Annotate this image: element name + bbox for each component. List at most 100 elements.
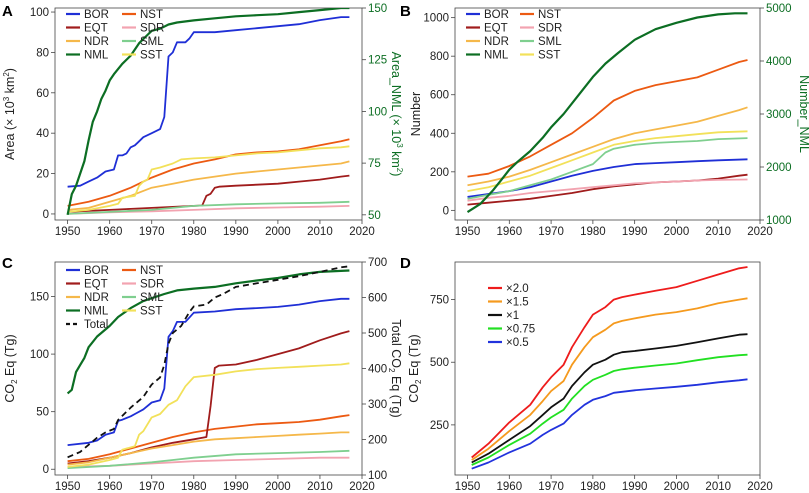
legend: BOR NST EQT SDR NDR SML NML SST: [466, 9, 562, 62]
x-tick-label: 1970: [139, 226, 165, 238]
y-tick-label: 500: [430, 357, 449, 369]
y2-tick-label: 500: [368, 328, 387, 340]
legend: ×2.0 ×1.5×1 ×0.75×0.5: [488, 283, 535, 349]
legend-label: ×1: [506, 310, 519, 322]
series-line-eqt: [67, 174, 350, 213]
x-tick-label: 1960: [97, 481, 123, 493]
series-line-sst: [67, 362, 350, 468]
x-tick-label: 1970: [139, 481, 165, 493]
legend-label: NDR: [484, 36, 509, 48]
panel-d: D 1950 1960 1970 1980 1990 2000 2010 2020 250 500 7…: [400, 255, 773, 493]
x-tick-label: 1960: [497, 481, 523, 493]
legend-label: NML: [84, 50, 109, 62]
series-group: [66, 265, 350, 469]
series-line-sml: [67, 200, 350, 215]
y2-axis-label-part: Eq (Tg): [389, 372, 403, 417]
legend-label: SST: [538, 50, 560, 62]
y-axis-label-part: ): [3, 68, 17, 72]
series-line-nml: [66, 269, 350, 395]
y2-axis-label-part: 2: [395, 168, 404, 173]
panel-a: A 1950 1960 1970 1980 1990 2000 2010 2020 0 20 40 60…: [2, 3, 404, 238]
y-axis-label-part: Eq (Tg): [407, 334, 421, 379]
y-tick-label: 0: [43, 209, 49, 221]
legend-label: NST: [140, 9, 163, 21]
legend-label: NDR: [84, 36, 109, 48]
x-tick-label: 1990: [622, 226, 648, 238]
series-line-ndr: [467, 106, 748, 187]
y-axis-label-part: 2: [414, 379, 423, 384]
x-tick-label: 1970: [538, 226, 564, 238]
y2-tick-label: 100: [368, 470, 387, 482]
x-tick-label: 2010: [307, 481, 333, 493]
legend-label: ×0.5: [506, 337, 529, 349]
y2-axis-label-part: km: [389, 148, 403, 168]
x-tick-label: 1950: [55, 226, 81, 238]
plot-frame: [454, 261, 761, 476]
series-line-x1: [471, 333, 748, 464]
y-tick-label: 600: [430, 90, 449, 102]
x-tick-label: 2020: [349, 481, 375, 493]
y-axis-label-part: Eq (Tg): [3, 334, 17, 379]
series-line-nml: [466, 12, 748, 214]
y2-axis-label-part: 3: [395, 143, 404, 148]
x-tick-label: 1980: [181, 226, 207, 238]
series-line-total: [67, 265, 350, 459]
series-line-sst: [467, 130, 748, 192]
legend-label: SML: [140, 292, 164, 304]
x-tick-label: 1980: [181, 481, 207, 493]
legend-label: NDR: [84, 292, 109, 304]
legend-label: SML: [538, 36, 562, 48]
x-tick-label: 2020: [349, 226, 375, 238]
y2-tick-label: 600: [368, 293, 387, 305]
x-tick-label: 1950: [455, 481, 481, 493]
y-tick-label: 750: [430, 295, 449, 307]
y-tick-label: 400: [430, 128, 449, 140]
legend-label: BOR: [484, 9, 509, 21]
y-tick-label: 40: [36, 128, 49, 140]
series-line-nml: [66, 8, 350, 216]
series-group: [66, 8, 350, 216]
x-tick-label: 2010: [705, 481, 731, 493]
y2-axis-label: Total CO2 Eq (Tg): [387, 319, 403, 417]
y2-tick-label: 50: [368, 210, 381, 222]
y-tick-label: 250: [430, 420, 449, 432]
series-line-sml: [467, 137, 748, 200]
series-line-x0-5: [471, 378, 748, 470]
legend-label: ×0.75: [506, 324, 535, 336]
y-axis-label: CO2 Eq (Tg): [407, 334, 423, 402]
series-line-sst: [67, 145, 350, 213]
x-tick-label: 1990: [223, 226, 249, 238]
y2-tick-label: 1000: [766, 215, 792, 227]
x-tick-label: 2020: [747, 226, 773, 238]
series-group: [471, 266, 748, 470]
y-axis-label-part: 2: [2, 72, 11, 77]
legend-label: SDR: [538, 23, 562, 35]
y2-tick-label: 200: [368, 435, 387, 447]
y2-tick-label: 2000: [766, 162, 792, 174]
y2-axis-label-part: Total CO: [389, 319, 403, 368]
legend-label: ×1.5: [506, 297, 529, 309]
y2-tick-label: 125: [368, 55, 387, 67]
legend-label: EQT: [484, 23, 508, 35]
y-tick-label: 60: [36, 88, 49, 100]
series-line-bor: [67, 297, 350, 446]
series-line-nst: [67, 138, 350, 207]
x-tick-label: 1990: [223, 481, 249, 493]
y2-axis-label: Number_NML: [797, 75, 809, 153]
series-group: [466, 12, 748, 214]
panel-label: B: [400, 3, 411, 20]
x-tick-label: 1990: [622, 481, 648, 493]
legend-label: SST: [140, 306, 162, 318]
legend-label: NST: [140, 265, 163, 277]
y2-axis-label-part: 2: [387, 368, 396, 373]
y-axis-label: Area (× 103 km2): [2, 68, 17, 160]
legend-label: NML: [84, 306, 109, 318]
y-tick-label: 0: [43, 464, 49, 476]
x-tick-label: 1980: [580, 481, 606, 493]
legend-label: SDR: [140, 23, 164, 35]
legend-label: EQT: [84, 279, 108, 291]
legend: BOR NST EQT SDR NDR SML NML SST: [66, 9, 164, 62]
y2-axis-label: Area_NML (× 103 km2): [389, 52, 404, 177]
